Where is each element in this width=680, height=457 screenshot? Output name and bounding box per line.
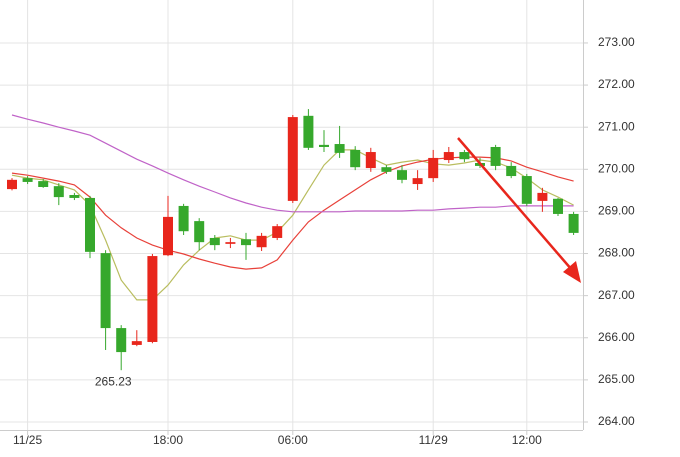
candle-body (53, 186, 64, 198)
y-tick-label: 266.00 (598, 330, 635, 344)
x-tick-label: 18:00 (153, 433, 183, 447)
y-tick-label: 270.00 (598, 161, 635, 175)
candle-body (287, 117, 298, 201)
y-tick-label: 272.00 (598, 77, 635, 91)
candle-body (225, 242, 236, 244)
y-tick-label: 265.00 (598, 372, 635, 386)
candle-body (194, 221, 205, 243)
candle-body (365, 152, 376, 169)
candle-body (38, 181, 49, 187)
y-tick-label: 267.00 (598, 288, 635, 302)
trend-arrow (457, 137, 581, 283)
plot: 264.00 265.00 266.00 267.00 268.00 269.00 270.… (0, 0, 635, 447)
candle-body (241, 239, 251, 246)
candle-body (412, 178, 423, 185)
candle-body (506, 165, 517, 177)
candle-body (163, 216, 173, 256)
candle-body (490, 146, 501, 166)
x-tick-label: 12:00 (512, 433, 542, 447)
candle-body (116, 328, 127, 353)
low-annotation: 265.23 (95, 374, 132, 388)
candle-body (147, 256, 158, 342)
y-tick-label: 268.00 (598, 246, 635, 260)
candle-body (209, 237, 220, 246)
arrow-head (563, 261, 581, 283)
y-tick-label: 271.00 (598, 119, 635, 133)
moving-average-line (11, 114, 574, 213)
y-tick-label: 273.00 (598, 35, 635, 49)
candle-body (178, 205, 189, 232)
candle-body (22, 178, 33, 182)
y-tick-label: 269.00 (598, 204, 635, 218)
candle-body (428, 157, 439, 179)
candle-body (100, 253, 111, 329)
candle-body (85, 197, 95, 252)
candle-body (7, 179, 17, 190)
y-tick-label: 264.00 (598, 414, 635, 428)
candle-body (256, 235, 267, 248)
candle-body (443, 152, 454, 161)
candle-body (568, 213, 579, 233)
candle-body (319, 144, 329, 147)
x-tick-label: 11/25 (13, 433, 42, 447)
candle-body (131, 341, 142, 345)
candle-body (350, 149, 361, 168)
candle-body (381, 167, 392, 172)
candle-body (553, 198, 563, 214)
x-tick-label: 11/29 (419, 433, 448, 447)
moving-average-line (11, 156, 574, 270)
candle-body (397, 170, 407, 180)
arrow-shaft (457, 137, 573, 271)
candle-body (334, 144, 345, 153)
candle-body (303, 115, 314, 148)
candle-body (69, 194, 80, 198)
candle-body (537, 192, 548, 201)
candle-body (272, 226, 283, 238)
x-tick-label: 06:00 (278, 433, 308, 447)
candle-body (459, 152, 470, 160)
candle-body (521, 176, 532, 204)
